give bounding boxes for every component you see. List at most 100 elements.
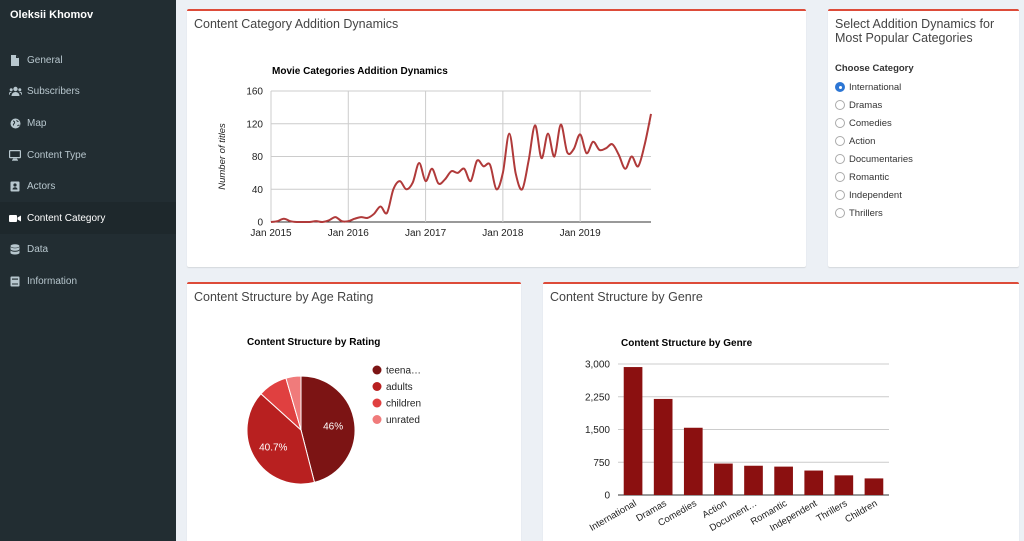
file-icon <box>8 53 22 67</box>
radio-button[interactable] <box>835 136 845 146</box>
legend-swatch <box>372 382 382 391</box>
bar <box>653 398 673 495</box>
radio-button[interactable] <box>835 118 845 128</box>
category-option-thrillers[interactable]: Thrillers <box>835 206 883 220</box>
sidebar-item-label: Actors <box>27 180 56 192</box>
sidebar-item-label: Subscribers <box>27 85 80 97</box>
database-icon <box>8 242 22 256</box>
age-rating-box: Content Structure by Age Rating Content … <box>187 282 521 541</box>
genre-box-title: Content Structure by Genre <box>550 290 703 304</box>
bar-chart-title: Content Structure by Genre <box>621 338 753 349</box>
sidebar-item-map[interactable]: Map <box>0 107 176 139</box>
sidebar-item-label: General <box>27 54 63 66</box>
category-select-box: Select Addition Dynamics for Most Popula… <box>828 9 1019 267</box>
bar <box>623 367 643 495</box>
bar <box>774 466 793 495</box>
sidebar-item-content-type[interactable]: Content Type <box>0 139 176 171</box>
legend-swatch <box>372 398 382 408</box>
sidebar-item-data[interactable]: Data <box>0 233 176 265</box>
pie-slice <box>300 375 356 483</box>
category-option-comedies[interactable]: Comedies <box>835 116 892 130</box>
y-tick-label: 120 <box>246 119 263 130</box>
x-tick-label: Jan 2018 <box>482 228 524 239</box>
sidebar-item-label: Content Category <box>27 212 106 224</box>
line-series <box>270 113 652 224</box>
category-option-label: International <box>849 81 902 93</box>
bar <box>683 427 703 495</box>
category-option-label: Thrillers <box>849 207 883 219</box>
category-option-international[interactable]: International <box>835 80 901 94</box>
radio-button[interactable] <box>835 154 845 164</box>
x-tick-label: International <box>588 498 639 534</box>
sidebar-item-label: Data <box>27 243 49 255</box>
category-option-romantic[interactable]: Romantic <box>835 170 889 184</box>
id-card-icon <box>8 179 22 193</box>
bar-chart: Content Structure by Genre 0 750 1,500 2,250… <box>585 338 889 534</box>
sidebar-item-label: Map <box>27 117 47 129</box>
bar <box>864 478 884 495</box>
dynamics-box: Content Category Addition Dynamics Movie… <box>187 9 806 267</box>
y-tick-label: 2,250 <box>585 392 610 403</box>
sidebar-item-content-category[interactable]: Content Category <box>0 202 176 234</box>
desktop-icon <box>8 148 22 162</box>
legend-label: teena… <box>386 366 421 377</box>
pie-chart-title: Content Structure by Rating <box>247 337 380 348</box>
category-select-title: Select Addition Dynamics for Most Popula… <box>835 17 995 45</box>
category-option-label: Romantic <box>849 171 890 183</box>
sidebar-item-general[interactable]: General <box>0 44 176 76</box>
y-tick-label: 1,500 <box>585 425 610 436</box>
x-tick-label: Children <box>843 498 879 525</box>
sidebar-item-label: Information <box>27 275 78 287</box>
radio-button[interactable] <box>835 82 845 92</box>
pie-slice <box>285 375 302 431</box>
users-icon <box>8 84 22 98</box>
globe-icon <box>8 116 22 130</box>
x-tick-label: Jan 2016 <box>328 228 370 239</box>
video-icon <box>8 211 22 225</box>
bar <box>714 463 733 495</box>
category-option-label: Dramas <box>849 99 883 111</box>
y-tick-label: 0 <box>604 491 610 502</box>
y-tick-label: 40 <box>252 185 264 196</box>
sidebar-item-label: Content Type <box>27 149 87 161</box>
genre-box: Content Structure by Genre Content Struc… <box>543 282 1019 541</box>
category-option-label: Comedies <box>849 117 892 129</box>
x-tick-label: Jan 2019 <box>560 228 602 239</box>
x-tick-label: Jan 2017 <box>405 228 447 239</box>
bar <box>834 475 854 495</box>
radio-button[interactable] <box>835 190 845 200</box>
radio-button[interactable] <box>835 172 845 182</box>
x-tick-label: Jan 2015 <box>250 228 292 239</box>
choose-category-label: Choose Category <box>835 63 914 74</box>
category-option-label: Independent <box>849 189 902 201</box>
radio-button[interactable] <box>835 100 845 110</box>
sidebar-item-subscribers[interactable]: Subscribers <box>0 75 176 107</box>
y-tick-label: 80 <box>252 152 264 163</box>
x-tick-label: Thrillers <box>815 498 850 525</box>
category-option-label: Action <box>849 135 876 147</box>
y-axis-label: Number of titles <box>217 123 228 190</box>
pie-chart: Content Structure by Rating 46% 40.7% teena… <box>246 337 421 485</box>
y-tick-label: 160 <box>246 87 263 98</box>
category-option-dramas[interactable]: Dramas <box>835 98 882 112</box>
category-option-label: Documentaries <box>849 153 913 165</box>
pie-slice <box>246 393 316 485</box>
category-option-action[interactable]: Action <box>835 134 875 148</box>
y-tick-label: 750 <box>593 458 610 469</box>
y-tick-label: 3,000 <box>585 360 610 371</box>
dynamics-box-title: Content Category Addition Dynamics <box>194 17 399 31</box>
bar <box>804 470 824 495</box>
sidebar-item-information[interactable]: Information <box>0 265 176 297</box>
book-icon <box>8 274 22 288</box>
category-option-independent[interactable]: Independent <box>835 188 902 202</box>
sidebar-item-actors[interactable]: Actors <box>0 170 176 202</box>
legend-label: children <box>386 399 421 410</box>
user-name: Oleksii Khomov <box>0 0 176 30</box>
legend-label: adults <box>386 382 413 393</box>
legend-swatch <box>372 415 382 424</box>
bar <box>744 465 763 495</box>
category-option-documentaries[interactable]: Documentaries <box>835 152 913 166</box>
radio-button[interactable] <box>835 208 845 218</box>
line-chart: Movie Categories Addition Dynamics 0 40 80 1… <box>217 66 652 239</box>
y-tick-label: 0 <box>257 218 263 229</box>
